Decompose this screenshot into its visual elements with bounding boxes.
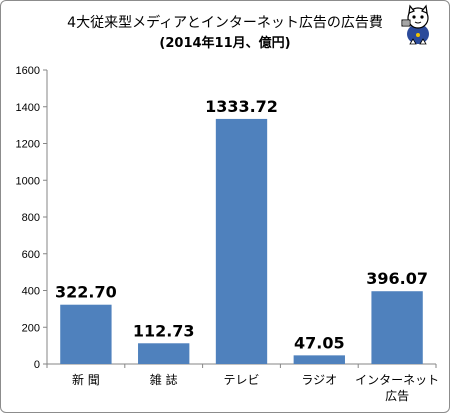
y-tick-label: 1000 [16, 175, 40, 187]
cat-mascot-icon [401, 4, 429, 45]
x-tick-label: インターネット [355, 373, 439, 387]
x-tick-label: 新 聞 [72, 372, 100, 387]
x-tick-label: 雑 誌 [150, 372, 178, 387]
data-label: 1333.72 [205, 97, 278, 116]
bar [371, 291, 423, 364]
x-tick-label: ラジオ [301, 373, 337, 387]
data-label: 47.05 [294, 333, 345, 352]
x-tick-label: テレビ [223, 373, 259, 387]
data-label: 322.70 [55, 283, 117, 302]
x-tick-label: 広告 [385, 389, 409, 403]
bar [60, 304, 112, 364]
y-tick-label: 0 [34, 359, 40, 371]
y-tick-label: 400 [22, 286, 40, 298]
chart-title: 4大従来型メディアとインターネット広告の広告費 [67, 15, 383, 31]
y-tick-label: 1600 [16, 65, 40, 77]
data-label: 112.73 [133, 321, 195, 340]
y-tick-label: 800 [22, 212, 40, 224]
data-label: 396.07 [366, 269, 428, 288]
axes: 0 200 400 600 800 1000 1200 1400 1600 新 聞 雑 誌 テレビ ラジ… [16, 65, 440, 403]
bar [293, 355, 345, 364]
y-tick-label: 1400 [16, 102, 40, 114]
bar [215, 118, 268, 364]
y-tick-label: 600 [22, 249, 40, 261]
data-labels: 322.70 112.73 1333.72 47.05 396.07 [55, 97, 428, 352]
chart-subtitle: (2014年11月、億円) [159, 36, 291, 51]
bar [138, 343, 190, 364]
y-tick-label: 1200 [16, 139, 40, 151]
y-tick-label: 200 [22, 322, 40, 334]
bars [60, 118, 423, 364]
